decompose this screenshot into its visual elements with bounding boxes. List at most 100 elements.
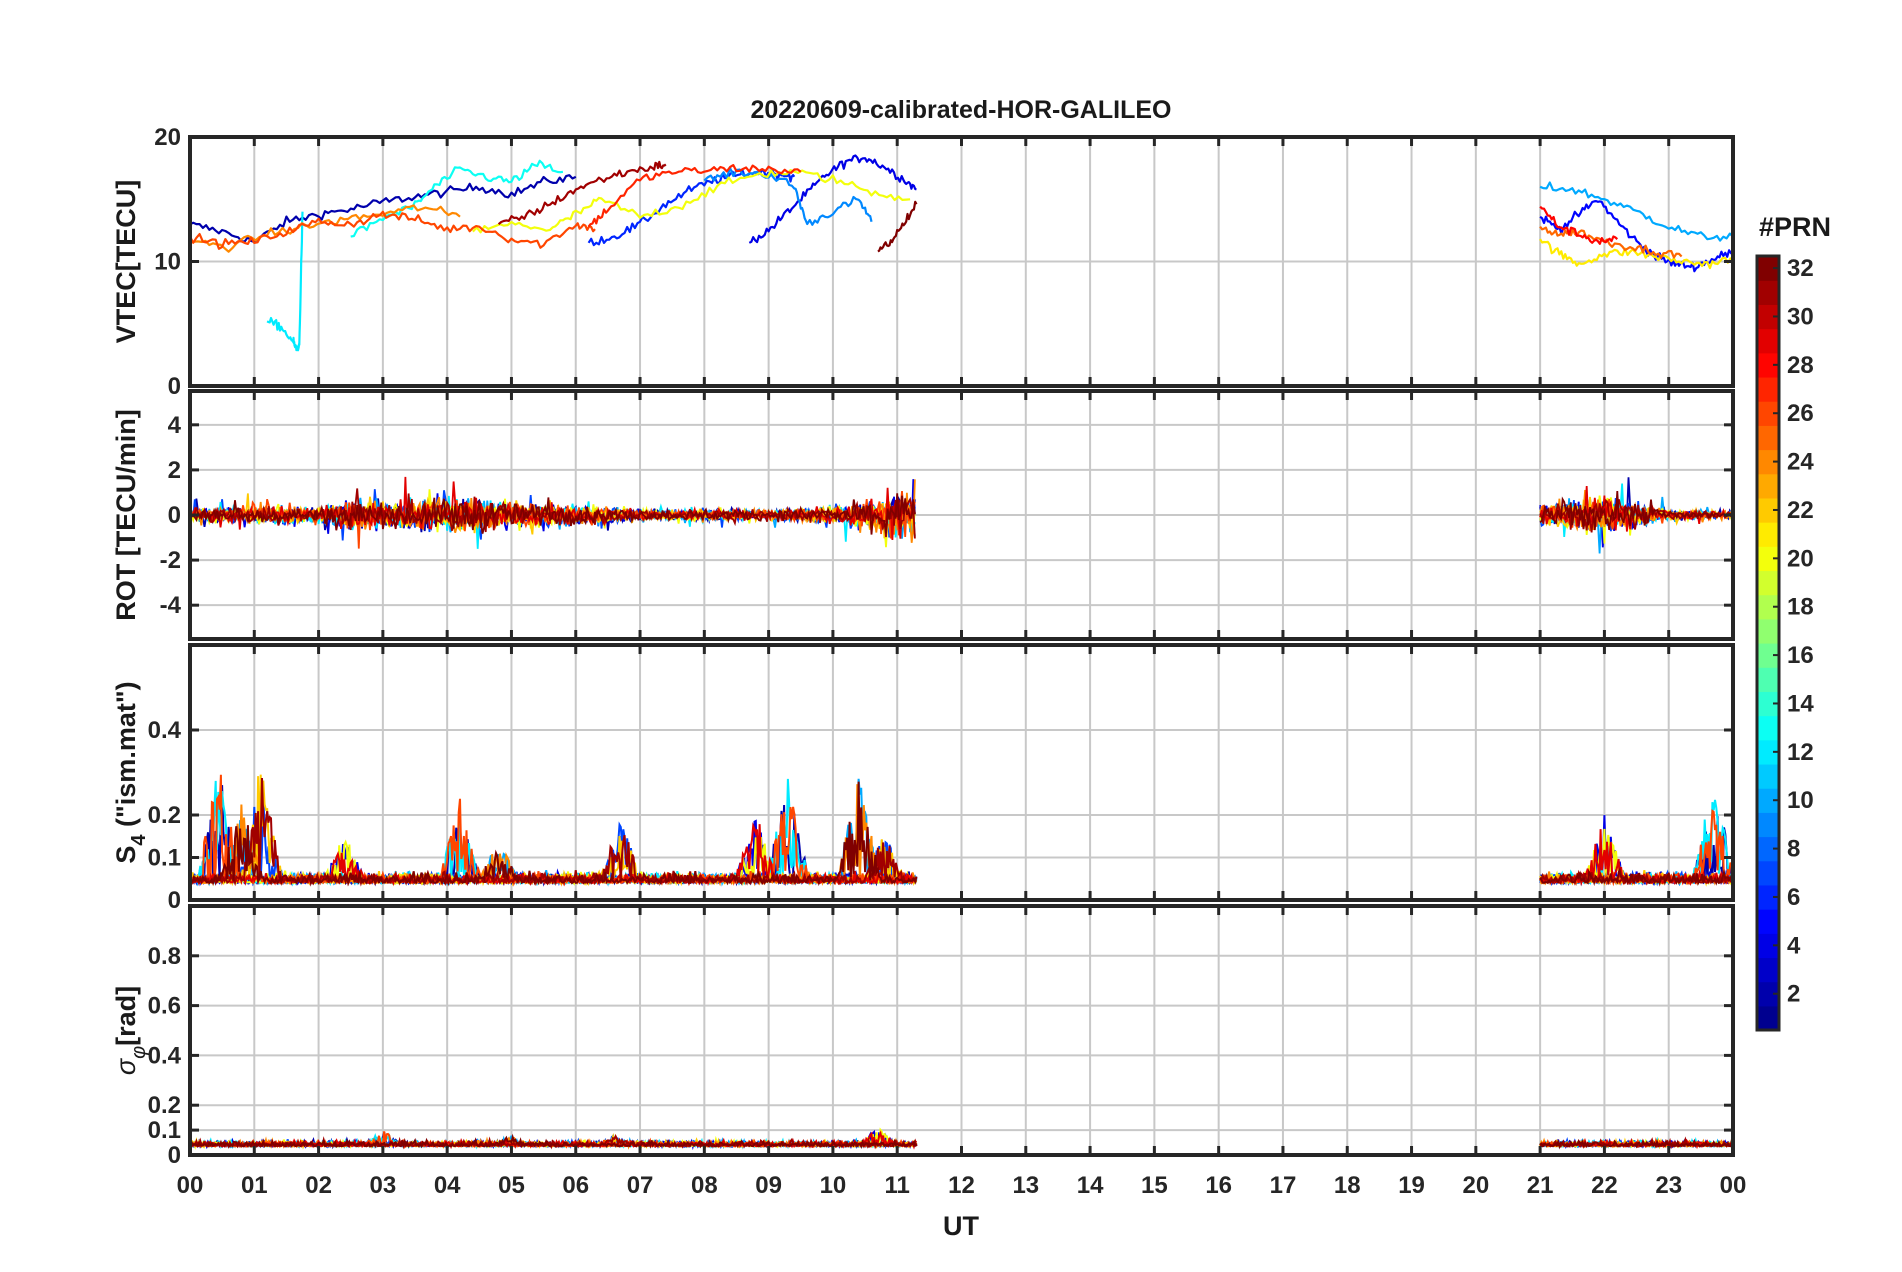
x-tick-label: 20 [1462,1172,1489,1199]
colorbar-tick-label: 26 [1787,400,1814,427]
x-tick-label: 05 [498,1172,525,1199]
colorbar-swatch [1757,376,1779,402]
colorbar-swatch [1757,473,1779,499]
x-tick-label: 15 [1141,1172,1168,1199]
colorbar-tick-label: 22 [1787,497,1814,524]
y-axis-label: σφ[rad] [111,986,150,1075]
colorbar-tick-label: 16 [1787,642,1814,669]
series-prn-32 [1539,866,1733,887]
colorbar-swatch [1757,497,1779,523]
colorbar-swatch [1757,256,1779,281]
colorbar-swatch [1757,570,1779,596]
x-tick-label: 01 [241,1172,268,1199]
series-group [190,476,1733,554]
colorbar-swatch [1757,860,1779,886]
series-prn-32 [190,493,916,535]
series-prn-24 [190,204,461,253]
y-tick-label: 0.4 [148,1042,182,1069]
colorbar-swatch [1757,884,1779,910]
colorbar-swatch [1757,304,1779,330]
y-tick-label: 0 [168,887,181,914]
panel-sigma_phi: 00.10.2 0.4 0.6 0.8 σφ[rad] [111,904,1735,1169]
colorbar-swatch [1757,763,1779,789]
colorbar-frame [1755,254,1781,1032]
series-prn-27 [587,164,802,228]
x-tick-label: 07 [627,1172,654,1199]
colorbar-swatch [1757,352,1779,378]
colorbar-swatch [1757,643,1779,668]
series-prn-32 [190,781,918,887]
x-tick-label: 02 [305,1172,332,1199]
series-prn-13 [350,159,564,238]
x-tick-label: 23 [1655,1172,1682,1199]
x-tick-label: 04 [434,1172,461,1199]
series-prn-32 [1539,491,1733,531]
colorbar-swatch [1757,522,1779,547]
y-axis-label: S4 ("ism.mat") [111,681,150,863]
colorbar-tick-label: 8 [1787,836,1800,863]
y-tick-label: 20 [154,124,181,151]
series-prn-10 [1539,181,1733,242]
colorbar-tick-label: 2 [1787,981,1800,1008]
colorbar-tick-label: 6 [1787,884,1800,911]
colorbar-swatch [1757,594,1779,620]
series-prn-31 [190,777,918,887]
colorbar-label: #PRN [1759,212,1831,242]
series-prn-9 [703,166,873,226]
y-tick-label: 0.6 [148,993,181,1020]
x-tick-label: 08 [691,1172,718,1199]
colorbar-swatch [1757,691,1779,717]
series-prn-12 [266,211,304,352]
colorbar-swatch [1757,909,1779,934]
colorbar-swatch [1757,425,1779,451]
series-prn-2 [190,784,918,887]
x-tick-label: 00 [1720,1172,1747,1199]
colorbar-swatch [1757,812,1779,838]
colorbar-swatch [1757,836,1779,862]
series-prn-26 [190,210,596,250]
colorbar-swatch [1757,933,1779,959]
colorbar-tick-label: 32 [1787,255,1814,282]
colorbar-swatch [1757,401,1779,426]
y-tick-label: 0.8 [148,943,181,970]
colorbar-swatch [1757,280,1779,305]
colorbar-swatch [1757,1005,1779,1031]
series-prn-10 [190,778,918,887]
colorbar-tick-label: 30 [1787,303,1814,330]
colorbar-swatch [1757,667,1779,692]
series-prn-32 [190,1133,917,1150]
x-axis-label: UT [943,1211,979,1241]
y-tick-label: 2 [168,457,181,484]
series-prn-22 [190,774,917,887]
series-prn-32 [877,200,918,253]
x-tick-label: 21 [1527,1172,1554,1199]
panel-rot: -4 -2 0 2 4 ROT [TECU/min] [111,389,1735,641]
colorbar-swatch [1757,957,1779,983]
series-prn-31 [497,160,667,226]
series-prn-20 [472,169,911,234]
y-tick-label: 0.4 [148,717,182,744]
series-group [190,154,1733,352]
colorbar-swatch [1757,981,1779,1007]
colorbar-tick-label: 14 [1787,690,1814,717]
x-tick-label: 06 [562,1172,589,1199]
panel-s4: 0 0.1 0.2 0.4S4 ("ism.mat") [111,643,1735,914]
x-tick-label: 14 [1077,1172,1104,1199]
x-tick-label: 00 [177,1172,204,1199]
series-prn-21 [1539,238,1733,270]
y-axis-label: VTEC[TECU] [111,180,141,344]
y-tick-label: 0 [168,373,181,400]
y-tick-label: -2 [160,547,181,574]
series-prn-32 [1539,1138,1733,1150]
x-tick-label: 12 [948,1172,975,1199]
x-tick-label: 22 [1591,1172,1618,1199]
colorbar-swatch [1757,449,1779,475]
y-tick-label: 0.1 [148,1117,181,1144]
colorbar-swatch [1757,328,1779,354]
series-group [190,1127,1733,1151]
colorbar-tick-label: 10 [1787,787,1814,814]
y-tick-label: 0.2 [148,802,181,829]
colorbar-swatch [1757,546,1779,572]
